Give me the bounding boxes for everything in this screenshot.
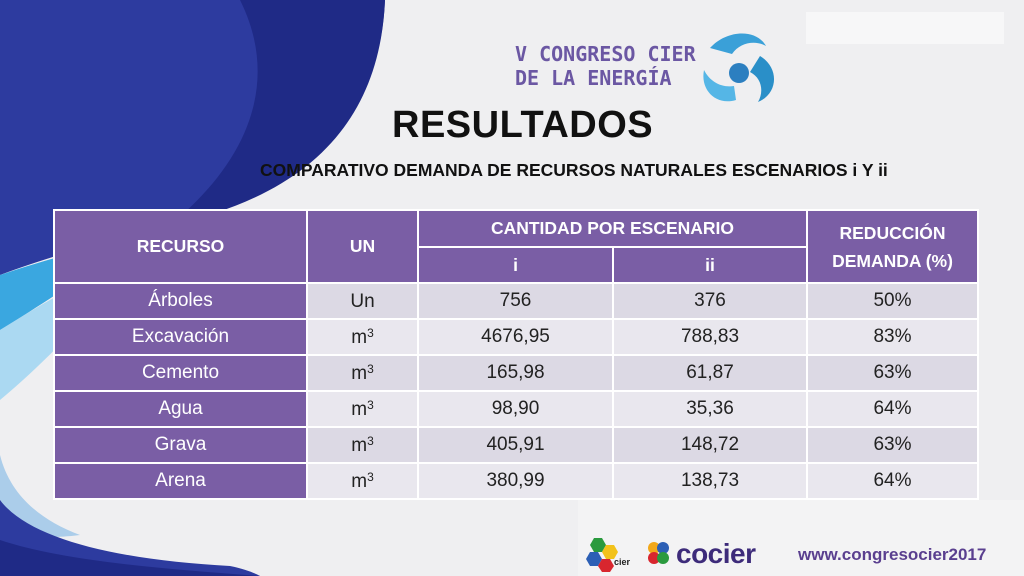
cell-reduccion: 63% <box>806 426 979 464</box>
table-row: Grava m3 405,91 148,72 63% <box>53 426 979 464</box>
table-row: Excavación m3 4676,95 788,83 83% <box>53 318 979 356</box>
swirl-logo-icon <box>703 33 775 102</box>
table-row: Arena m3 380,99 138,73 64% <box>53 462 979 500</box>
cell-escenario-i: 165,98 <box>417 354 614 392</box>
sponsor-logos: cier <box>586 538 669 572</box>
cell-recurso: Árboles <box>53 282 308 320</box>
cell-recurso: Agua <box>53 390 308 428</box>
header-reduccion-line-1: REDUCCIÓN <box>839 222 946 243</box>
cell-escenario-ii: 138,73 <box>612 462 808 500</box>
page-title: RESULTADOS <box>392 104 654 146</box>
cell-reduccion: 64% <box>806 462 979 500</box>
cell-un: Un <box>306 282 419 320</box>
table-row: Cemento m3 165,98 61,87 63% <box>53 354 979 392</box>
cocier-logo-text: cocier <box>676 538 756 569</box>
results-table: RECURSO UN CANTIDAD POR ESCENARIO REDUCC… <box>53 209 979 500</box>
cell-un: m3 <box>306 354 419 392</box>
page-subtitle: COMPARATIVO DEMANDA DE RECURSOS NATURALE… <box>260 160 888 180</box>
table-row: Agua m3 98,90 35,36 64% <box>53 390 979 428</box>
header-reduccion-line-2: DEMANDA (%) <box>832 250 953 271</box>
cell-reduccion: 83% <box>806 318 979 356</box>
cell-escenario-ii: 148,72 <box>612 426 808 464</box>
cell-escenario-i: 4676,95 <box>417 318 614 356</box>
cell-recurso: Excavación <box>53 318 308 356</box>
cier-logo-text: cier <box>614 557 631 567</box>
cell-escenario-i: 98,90 <box>417 390 614 428</box>
cell-escenario-i: 380,99 <box>417 462 614 500</box>
congress-logo-text: V CONGRESO CIER DE LA ENERGÍA <box>515 42 696 90</box>
cell-reduccion: 64% <box>806 390 979 428</box>
cell-escenario-ii: 376 <box>612 282 808 320</box>
logo-line-1: V CONGRESO CIER <box>515 42 696 66</box>
cocier-logo-icon <box>648 542 669 564</box>
cell-reduccion: 50% <box>806 282 979 320</box>
cell-un: m3 <box>306 462 419 500</box>
cell-un: m3 <box>306 426 419 464</box>
header-escenario-i: i <box>417 246 614 284</box>
header-un: UN <box>306 209 419 284</box>
cell-escenario-ii: 788,83 <box>612 318 808 356</box>
cell-recurso: Grava <box>53 426 308 464</box>
header-recurso: RECURSO <box>53 209 308 284</box>
cell-recurso: Arena <box>53 462 308 500</box>
website-link[interactable]: www.congresocier2017 <box>798 545 987 564</box>
logo-line-2: DE LA ENERGÍA <box>515 66 672 90</box>
cell-reduccion: 63% <box>806 354 979 392</box>
cell-escenario-ii: 61,87 <box>612 354 808 392</box>
corner-panel <box>806 12 1004 44</box>
header-cantidad: CANTIDAD POR ESCENARIO <box>417 209 808 248</box>
header-escenario-ii: ii <box>612 246 808 284</box>
cell-escenario-i: 405,91 <box>417 426 614 464</box>
cier-logo-icon: cier <box>586 538 631 572</box>
cell-escenario-i: 756 <box>417 282 614 320</box>
cell-recurso: Cemento <box>53 354 308 392</box>
header-reduccion: REDUCCIÓN DEMANDA (%) <box>806 209 979 284</box>
table-row: Árboles Un 756 376 50% <box>53 282 979 320</box>
cell-un: m3 <box>306 318 419 356</box>
cell-escenario-ii: 35,36 <box>612 390 808 428</box>
cell-un: m3 <box>306 390 419 428</box>
